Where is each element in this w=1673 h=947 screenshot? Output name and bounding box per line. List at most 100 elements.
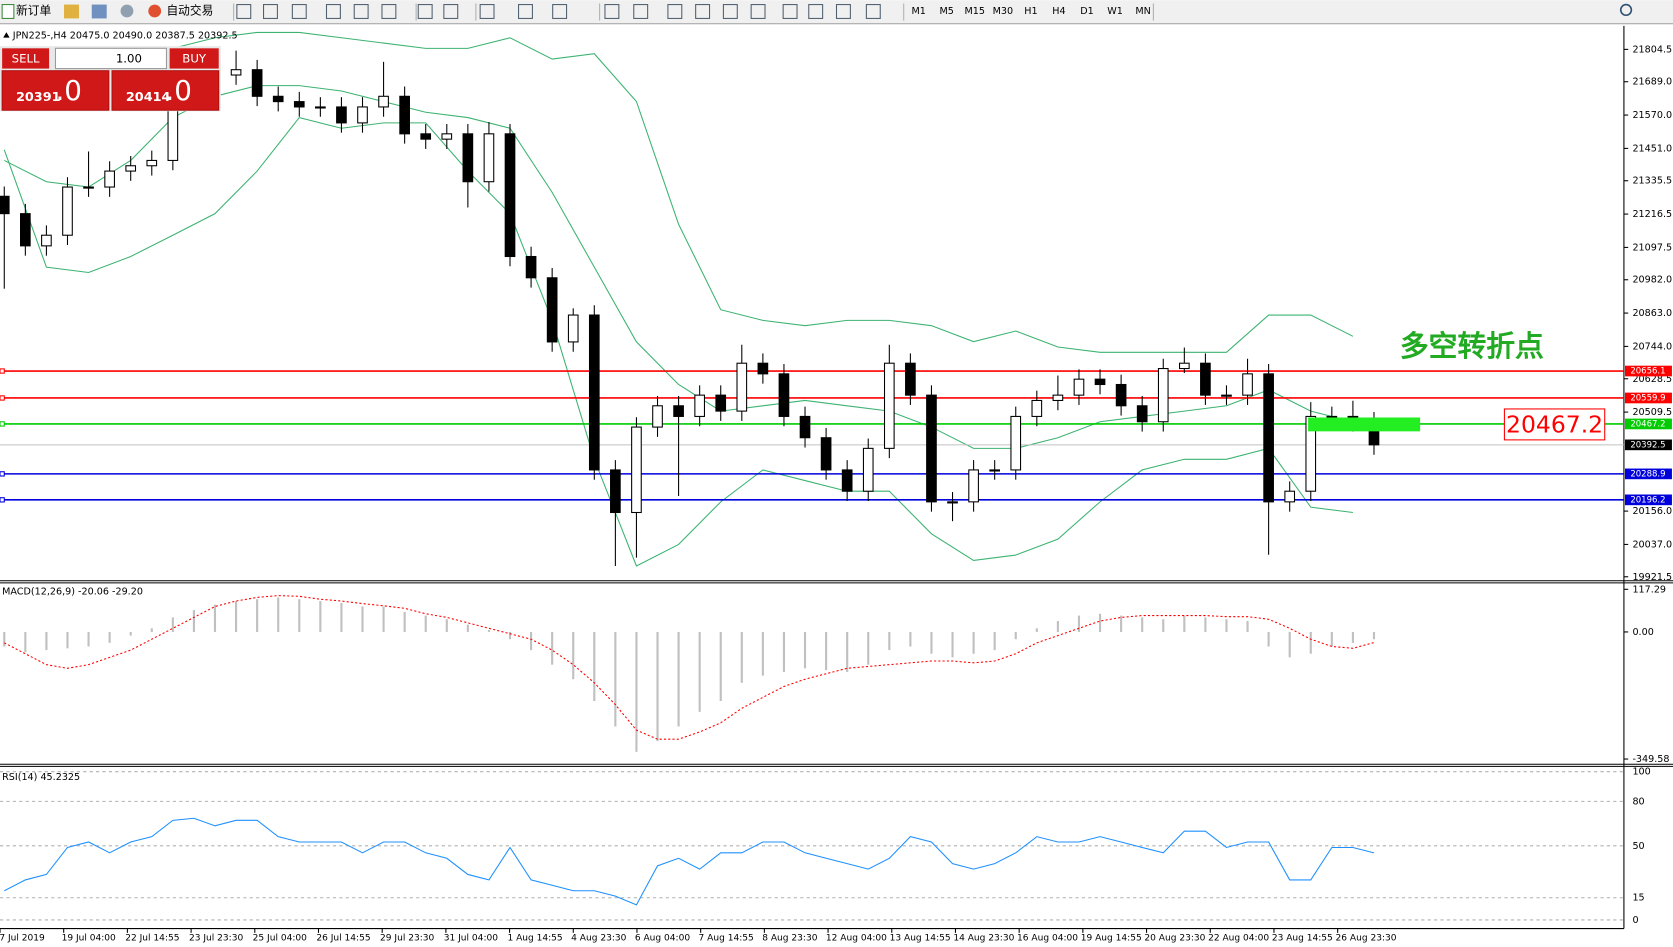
toolbar-icon[interactable] (325, 4, 341, 19)
rsi-header: RSI(14) 45.2325 (2, 772, 80, 783)
candle-body (1115, 383, 1127, 407)
sell-button[interactable] (2, 48, 50, 69)
toolbar-icon[interactable] (263, 4, 278, 19)
candle-body (673, 405, 684, 417)
candle-body (1242, 373, 1253, 396)
y-tick-label: -349.58 (1632, 754, 1669, 765)
candle-body (989, 469, 1001, 472)
x-tick-label: 22 Jul 14:55 (125, 934, 179, 944)
candle-body (757, 362, 769, 375)
candle-body (947, 501, 958, 504)
timeframe-button[interactable]: W1 (1107, 6, 1123, 17)
x-tick-label: 14 Aug 23:30 (953, 934, 1014, 944)
y-tick-label: 0 (1632, 915, 1638, 926)
toolbar-icon[interactable] (835, 4, 851, 19)
lots-input[interactable] (54, 47, 167, 70)
toolbar-icon[interactable] (808, 4, 824, 19)
candle-body (883, 362, 895, 449)
buy-price-box[interactable] (111, 70, 220, 111)
candle-body (546, 277, 558, 343)
rsi-pane: 100 80 50 15 0 (0, 767, 1651, 926)
candle-body (525, 255, 537, 279)
candle-body (251, 69, 263, 97)
x-tick-label: 26 Aug 23:30 (1336, 934, 1397, 944)
x-tick-label: 19 Aug 14:55 (1081, 934, 1142, 944)
candle-body (83, 186, 94, 189)
buy-price[interactable]: 20414 (126, 90, 171, 105)
candle-body (125, 165, 137, 172)
candle-body (799, 415, 811, 439)
candle-body (588, 314, 600, 471)
y-tick-label: 20863.0 (1632, 308, 1672, 319)
x-tick-label: 8 Aug 23:30 (762, 934, 817, 944)
buy-label[interactable]: BUY (182, 51, 207, 65)
timeframe-button[interactable]: M1 (911, 6, 925, 17)
toolbar-icon[interactable] (865, 4, 881, 19)
search-icon[interactable] (1619, 3, 1633, 17)
candle-body (841, 469, 853, 492)
candle-body (631, 426, 642, 514)
y-tick-label: 21570.0 (1632, 110, 1672, 121)
toolbar-icon[interactable] (443, 4, 459, 19)
x-tick-label: 26 Jul 14:55 (316, 934, 370, 944)
lots-value[interactable]: 1.00 (116, 51, 142, 65)
candle-body (1094, 378, 1106, 386)
timeframe-button[interactable]: M15 (965, 6, 986, 17)
macd-signal (4, 595, 1375, 740)
candle-body (1073, 378, 1085, 396)
candle-body (315, 106, 326, 109)
toolbar-icon[interactable] (722, 4, 738, 19)
x-tick-label: 25 Jul 04:00 (253, 934, 307, 944)
level-handle (0, 368, 5, 374)
timeframe-button[interactable]: M30 (993, 6, 1014, 17)
toolbar-icon[interactable] (518, 4, 533, 19)
auto-trading-label[interactable]: 自动交易 (166, 3, 213, 17)
candle-body (1136, 405, 1148, 423)
buy-price-fraction[interactable]: .0 (165, 74, 191, 107)
toolbar-icon[interactable] (417, 4, 433, 19)
icon[interactable] (91, 4, 107, 19)
candle-body (905, 362, 916, 396)
annotation: 多空转折点 (1400, 329, 1544, 363)
toolbar-icon[interactable] (695, 4, 711, 19)
timeframe-button[interactable]: M5 (940, 6, 954, 17)
price-callout-box (1503, 408, 1606, 441)
candle-body (1284, 490, 1296, 503)
candle-body (62, 186, 73, 236)
buy-button[interactable] (169, 48, 219, 69)
toolbar-icon[interactable] (782, 4, 798, 19)
new-order-button[interactable]: 新订单 (1, 3, 51, 19)
new-order-label[interactable]: 新订单 (16, 3, 51, 17)
timeframe-button[interactable]: D1 (1080, 6, 1094, 17)
toolbar-icon[interactable] (633, 4, 649, 19)
candle-body (1326, 415, 1338, 419)
toolbar-icon[interactable] (667, 4, 683, 19)
icon[interactable] (120, 4, 134, 18)
toolbar-icon[interactable] (236, 4, 252, 19)
level-handle (0, 395, 5, 401)
level-label: 20196.2 (1630, 495, 1665, 505)
timeframe-button[interactable]: H4 (1052, 6, 1065, 17)
toolbar-icon[interactable] (353, 4, 369, 19)
timeframe-button[interactable]: MN (1135, 6, 1150, 17)
candle-body (272, 95, 284, 103)
auto-trading-button[interactable]: 自动交易 (148, 3, 213, 17)
sell-price[interactable]: 20391 (16, 90, 61, 105)
x-tick-label: 6 Aug 04:00 (635, 934, 690, 944)
y-tick-label: 21804.5 (1632, 44, 1672, 55)
toolbar-icon[interactable] (604, 4, 620, 19)
sell-price-fraction[interactable]: .0 (55, 74, 81, 107)
candle-body (1010, 415, 1022, 471)
collapse-arrow[interactable] (3, 32, 10, 38)
sell-label[interactable]: SELL (12, 51, 40, 65)
toolbar-icon[interactable] (750, 4, 766, 19)
toolbar-icon[interactable] (381, 4, 397, 19)
toolbar-icon[interactable] (552, 4, 568, 19)
toolbar-icon[interactable] (479, 4, 495, 19)
sell-price-box[interactable] (1, 70, 110, 111)
toolbar-icon[interactable] (291, 4, 307, 19)
timeframe-button[interactable]: H1 (1024, 6, 1037, 17)
icon[interactable] (64, 4, 79, 19)
y-tick-label: 21097.5 (1632, 242, 1672, 253)
